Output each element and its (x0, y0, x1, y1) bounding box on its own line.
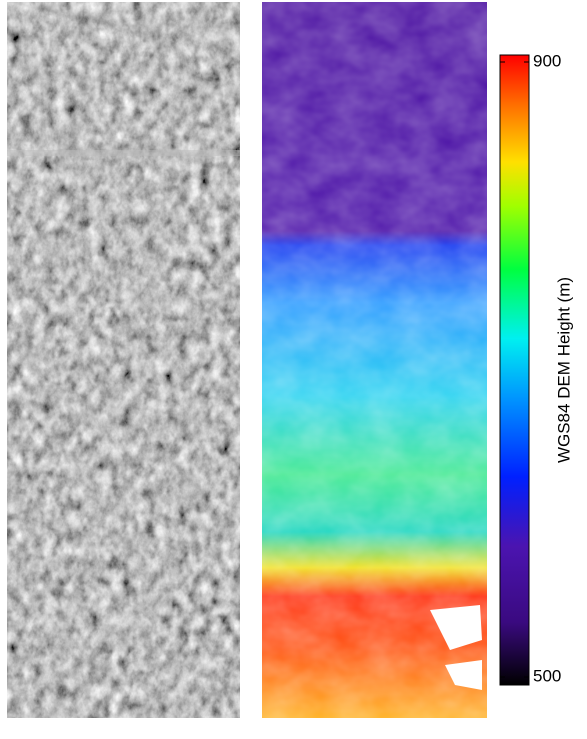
colorbar-label: WGS84 DEM Height (m) (554, 277, 573, 463)
page: {"chart_data": {"type": "colorbar", "yla… (0, 0, 587, 734)
sar-texture (7, 2, 240, 718)
figure: WGS84 DEM Height (m) 500 900 (0, 0, 587, 734)
colorbar (500, 55, 529, 685)
tick-label: 500 (533, 666, 561, 685)
tick-label: 900 (533, 51, 561, 70)
sar-river (7, 150, 240, 156)
